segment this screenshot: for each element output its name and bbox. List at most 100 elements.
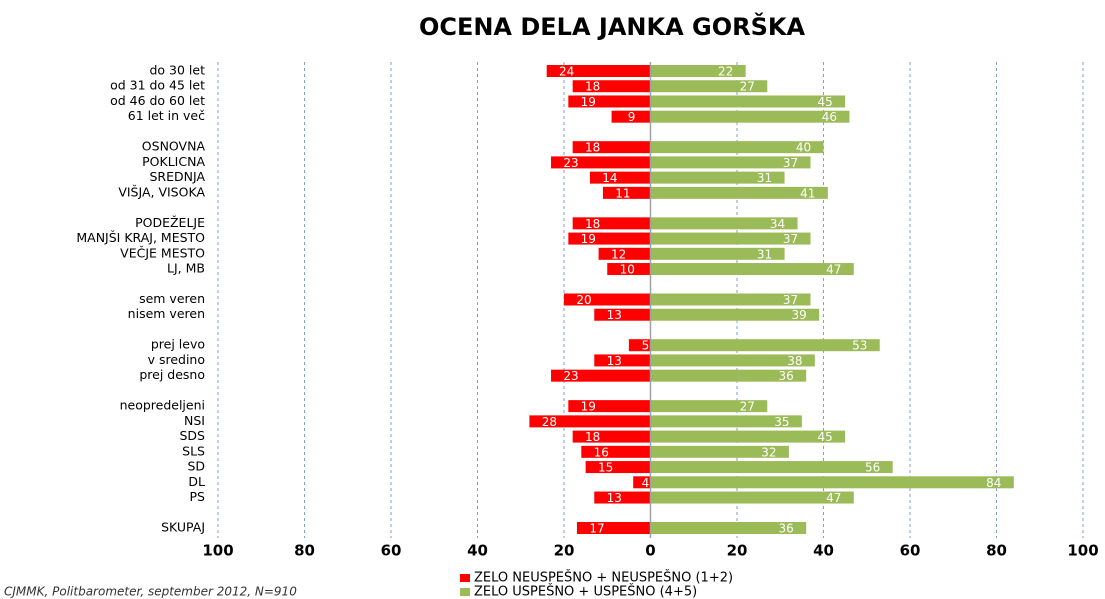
x-tick-label: 20 [554, 542, 575, 560]
bar [650, 95, 846, 108]
bar [589, 171, 651, 184]
bar [650, 308, 820, 321]
y-tick-label: NSI [184, 413, 205, 428]
y-tick-label: LJ, MB [167, 261, 205, 276]
x-tick-label: 40 [467, 542, 488, 560]
y-tick-label: sem veren [139, 291, 205, 306]
data-label: 15 [598, 461, 613, 475]
y-tick-label: SLS [182, 443, 205, 458]
y-tick-label: v sredino [148, 352, 205, 367]
data-label: 47 [826, 263, 841, 277]
data-label: 23 [563, 369, 578, 383]
bar [650, 445, 789, 458]
y-tick-label: do 30 let [150, 63, 206, 78]
bar [572, 80, 651, 93]
y-tick-label: 61 let in več [128, 108, 205, 123]
bar [581, 445, 651, 458]
data-label: 22 [718, 65, 733, 79]
y-tick-label: SKUPAJ [161, 520, 205, 535]
bar [650, 354, 815, 367]
data-label: 31 [757, 171, 772, 185]
legend-swatch [460, 588, 470, 596]
bar [594, 491, 651, 504]
data-label: 35 [774, 415, 789, 429]
data-label: 19 [581, 95, 596, 109]
bar [529, 415, 651, 428]
data-label: 4 [642, 476, 650, 490]
bar [607, 263, 651, 276]
data-label: 27 [740, 80, 755, 94]
bar [628, 339, 651, 352]
bar [650, 141, 824, 154]
bar [598, 247, 651, 260]
y-tick-label: POKLICNA [142, 154, 205, 169]
bar [650, 522, 807, 534]
bar [650, 65, 746, 77]
y-tick-label: PODEŽELJE [135, 215, 205, 230]
data-label: 23 [563, 156, 578, 170]
data-label: 56 [865, 461, 880, 475]
data-label: 11 [615, 186, 630, 200]
legend-swatch [460, 574, 470, 582]
bar [568, 95, 651, 108]
bar [546, 65, 651, 77]
data-label: 32 [761, 445, 776, 459]
bar [650, 217, 798, 230]
bar [650, 476, 1014, 489]
y-tick-label: VEČJE MESTO [120, 245, 205, 260]
y-tick-label: nisem veren [128, 306, 205, 321]
data-label: 37 [783, 232, 798, 246]
data-label: 16 [594, 445, 609, 459]
bar [585, 461, 651, 474]
bar [650, 339, 880, 352]
bar [650, 400, 768, 413]
data-label: 20 [576, 293, 591, 307]
x-tick-label: 60 [381, 542, 402, 560]
data-label: 9 [628, 110, 636, 124]
data-label: 5 [642, 339, 650, 353]
y-tick-label: VIŠJA, VISOKA [118, 184, 205, 199]
x-tick-label: 0 [645, 542, 655, 560]
bar [650, 110, 850, 123]
data-label: 18 [585, 80, 600, 94]
data-label: 17 [589, 522, 604, 536]
bar [650, 491, 854, 504]
x-tick-label: 100 [202, 542, 233, 560]
bar [650, 369, 807, 382]
y-tick-label: SD [187, 459, 205, 474]
bar [564, 293, 651, 306]
source-note: CJMMK, Politbarometer, september 2012, N… [4, 585, 297, 599]
bar [650, 293, 811, 306]
data-label: 13 [607, 491, 622, 505]
bar [650, 186, 828, 199]
y-tick-label: SDS [180, 428, 206, 443]
bar [650, 461, 893, 474]
data-label: 37 [783, 293, 798, 307]
x-tick-label: 20 [727, 542, 748, 560]
bar [650, 171, 785, 184]
bar [576, 522, 651, 534]
legend-label: ZELO NEUSPEŠNO + NEUSPEŠNO (1+2) [474, 570, 733, 586]
data-label: 40 [796, 141, 811, 155]
bar [594, 354, 651, 367]
data-label: 46 [822, 110, 837, 124]
y-tick-label: OSNOVNA [142, 139, 206, 154]
data-label: 28 [542, 415, 557, 429]
data-label: 19 [581, 232, 596, 246]
legend-label: ZELO USPEŠNO + USPEŠNO (4+5) [474, 584, 697, 599]
bar [551, 369, 651, 382]
bar [650, 232, 811, 245]
y-tick-label: od 31 do 45 let [110, 78, 205, 93]
data-label: 18 [585, 430, 600, 444]
y-tick-label: PS [190, 489, 206, 504]
data-label: 24 [559, 65, 574, 79]
x-tick-label: 80 [294, 542, 315, 560]
data-label: 39 [792, 308, 807, 322]
bar [602, 186, 651, 199]
data-label: 36 [779, 369, 794, 383]
bar [572, 141, 651, 154]
data-label: 38 [787, 354, 802, 368]
data-label: 36 [779, 522, 794, 536]
bar [572, 430, 651, 443]
